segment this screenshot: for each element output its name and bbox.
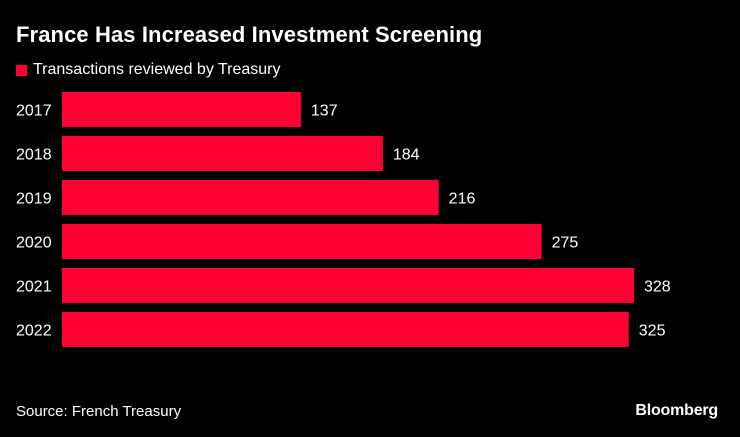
legend: Transactions reviewed by Treasury bbox=[16, 61, 281, 79]
bar-2022 bbox=[62, 312, 629, 347]
category-label: 2017 bbox=[16, 103, 52, 120]
legend-swatch bbox=[16, 64, 27, 76]
data-label: 216 bbox=[449, 191, 476, 208]
chart-title: France Has Increased Investment Screenin… bbox=[16, 22, 483, 47]
data-label: 275 bbox=[552, 235, 579, 252]
bar-2021 bbox=[62, 268, 634, 303]
category-label: 2021 bbox=[16, 279, 52, 296]
category-label: 2019 bbox=[16, 191, 52, 208]
bloomberg-logo: Bloomberg bbox=[635, 402, 718, 419]
category-label: 2018 bbox=[16, 147, 52, 164]
bar-2019 bbox=[62, 180, 439, 215]
bar-2018 bbox=[62, 136, 383, 171]
bar-2017 bbox=[62, 92, 301, 127]
source-note: Source: French Treasury bbox=[16, 403, 182, 420]
data-label: 328 bbox=[644, 279, 671, 296]
category-label: 2022 bbox=[16, 323, 52, 340]
legend-label: Transactions reviewed by Treasury bbox=[33, 61, 281, 78]
data-label: 137 bbox=[311, 103, 338, 120]
category-label: 2020 bbox=[16, 235, 52, 252]
bar-2020 bbox=[62, 224, 542, 259]
data-label: 325 bbox=[639, 323, 666, 340]
data-label: 184 bbox=[393, 147, 420, 164]
